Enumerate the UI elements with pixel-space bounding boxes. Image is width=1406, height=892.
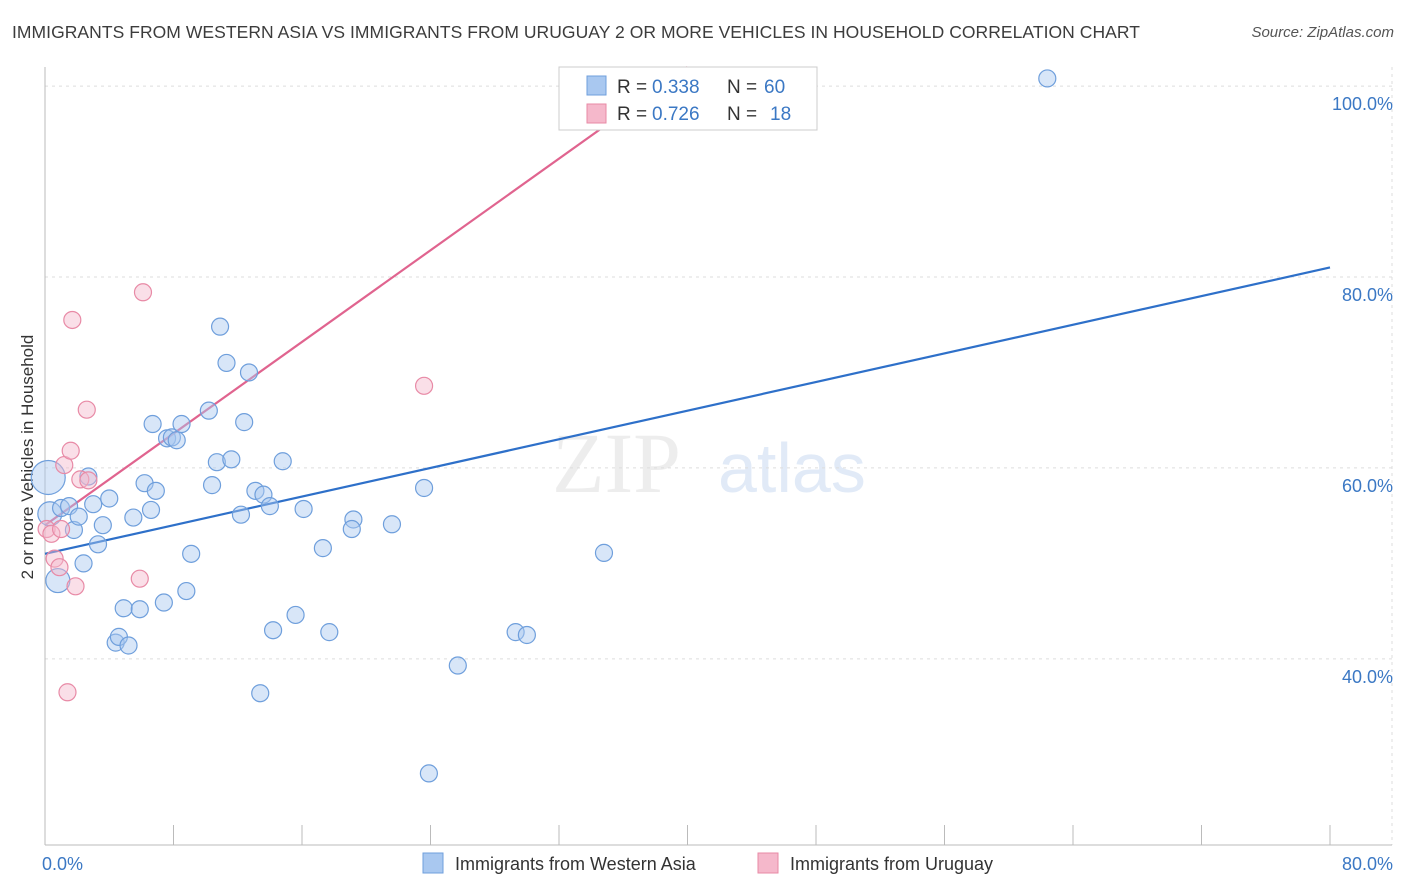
western-asia-point-7 bbox=[74, 554, 93, 573]
western-asia-point-26 bbox=[167, 431, 186, 450]
western-asia-point-12 bbox=[100, 489, 119, 508]
western-asia-point-31 bbox=[202, 476, 222, 495]
western-asia-point-11 bbox=[93, 516, 112, 535]
x-tick-label-0: 0.0% bbox=[42, 854, 83, 874]
western-asia-point-40 bbox=[251, 684, 270, 703]
uruguay-point-11 bbox=[77, 400, 96, 419]
western-asia-point-38 bbox=[239, 363, 259, 382]
trend-line-uruguay bbox=[44, 66, 689, 527]
western-asia-point-16 bbox=[119, 636, 138, 655]
y-tick-label-0: 40.0% bbox=[1342, 667, 1393, 687]
western-asia-point-43 bbox=[263, 621, 283, 640]
legend-n-label-2: N = bbox=[727, 104, 757, 125]
y-tick-label-3: 100.0% bbox=[1332, 94, 1393, 114]
western-asia-point-35 bbox=[222, 450, 241, 469]
western-asia-point-44 bbox=[273, 452, 292, 471]
legend-swatch-blue bbox=[586, 75, 607, 96]
watermark-zip: ZIP bbox=[552, 415, 681, 511]
trend-lines bbox=[44, 66, 1331, 555]
x-tick-label-1: 80.0% bbox=[1342, 854, 1393, 874]
legend-r-value-1: 0.338 bbox=[652, 77, 700, 98]
uruguay-point-7 bbox=[61, 441, 80, 460]
tick-labels: 40.0% 60.0% 80.0% 100.0% 0.0% 80.0% bbox=[42, 94, 1393, 874]
western-asia-point-22 bbox=[146, 481, 165, 500]
watermark: ZIP atlas bbox=[552, 415, 866, 511]
uruguay-point-8 bbox=[63, 310, 82, 330]
uruguay-point-13 bbox=[130, 569, 149, 588]
uruguay-point-15 bbox=[414, 376, 434, 395]
legend-r-label-1: R = bbox=[617, 77, 647, 98]
western-asia-point-27 bbox=[172, 414, 191, 434]
legend-n-value-1: 60 bbox=[764, 77, 785, 98]
western-asia-point-10 bbox=[88, 535, 108, 554]
chart-source: Source: ZipAtlas.com bbox=[1251, 24, 1394, 41]
series-legend-label-blue: Immigrants from Western Asia bbox=[455, 854, 697, 874]
uruguay-point-9 bbox=[66, 577, 85, 596]
y-tick-label-2: 80.0% bbox=[1342, 285, 1393, 305]
western-asia-point-15 bbox=[114, 599, 133, 618]
western-asia-point-42 bbox=[260, 497, 279, 516]
legend-n-value-2: 18 bbox=[770, 104, 791, 125]
western-asia-point-25 bbox=[162, 428, 181, 447]
legend-swatch-pink bbox=[586, 103, 607, 124]
western-asia-point-21 bbox=[143, 414, 162, 434]
western-asia-point-6 bbox=[69, 507, 88, 526]
legend-r-value-2: 0.726 bbox=[652, 104, 700, 125]
western-asia-point-52 bbox=[414, 478, 434, 498]
western-asia-point-56 bbox=[517, 625, 536, 645]
series-legend-swatch-pink bbox=[757, 852, 779, 874]
chart-title: IMMIGRANTS FROM WESTERN ASIA VS IMMIGRAN… bbox=[12, 22, 1140, 42]
western-asia-point-30 bbox=[199, 401, 218, 420]
axes bbox=[44, 67, 1392, 846]
uruguay-point-4 bbox=[51, 519, 71, 539]
western-asia-point-59 bbox=[1038, 69, 1057, 88]
western-asia-point-51 bbox=[382, 515, 402, 534]
western-asia-point-34 bbox=[217, 353, 236, 373]
western-asia-point-28 bbox=[177, 581, 196, 601]
western-asia-point-36 bbox=[231, 505, 251, 524]
western-asia-point-5 bbox=[64, 520, 84, 540]
western-asia-point-29 bbox=[182, 544, 201, 563]
western-asia-point-20 bbox=[141, 500, 161, 520]
uruguay-point-3 bbox=[50, 558, 69, 577]
y-axis-title: 2 or more Vehicles in Household bbox=[18, 335, 37, 580]
western-asia-point-57 bbox=[594, 543, 614, 562]
western-asia-point-50 bbox=[342, 519, 361, 539]
legend-n-label-1: N = bbox=[727, 77, 757, 98]
series-legend-label-pink: Immigrants from Uruguay bbox=[790, 854, 993, 874]
western-asia-point-55 bbox=[506, 623, 525, 642]
series-legend-swatch-blue bbox=[422, 852, 444, 874]
western-asia-point-49 bbox=[344, 510, 363, 529]
western-asia-point-18 bbox=[130, 600, 149, 619]
western-asia-point-53 bbox=[419, 764, 438, 783]
western-asia-point-54 bbox=[448, 656, 467, 675]
trend-line-western-asia bbox=[44, 266, 1331, 555]
uruguay-point-12 bbox=[79, 471, 98, 490]
western-asia-point-23 bbox=[154, 593, 173, 612]
uruguay-point-6 bbox=[58, 683, 77, 702]
y-tick-label-1: 60.0% bbox=[1342, 476, 1393, 496]
uruguay-point-2 bbox=[45, 549, 64, 568]
western-asia-point-32 bbox=[207, 453, 226, 472]
uruguay-point-14 bbox=[133, 283, 153, 302]
western-asia-point-47 bbox=[313, 539, 332, 558]
series-western-asia-points bbox=[30, 69, 1057, 783]
watermark-atlas: atlas bbox=[718, 429, 866, 507]
correlation-legend: R = 0.338 N = 60 R = 0.726 N = 18 bbox=[558, 66, 818, 131]
western-asia-point-46 bbox=[294, 499, 313, 519]
western-asia-point-48 bbox=[320, 623, 339, 642]
series-legend: Immigrants from Western Asia Immigrants … bbox=[422, 852, 993, 874]
western-asia-point-33 bbox=[210, 317, 230, 336]
uruguay-point-1 bbox=[42, 524, 61, 543]
series-uruguay-points bbox=[37, 283, 434, 702]
western-asia-point-41 bbox=[254, 485, 273, 504]
western-asia-point-45 bbox=[286, 605, 305, 625]
western-asia-point-37 bbox=[235, 413, 254, 432]
legend-r-label-2: R = bbox=[617, 104, 647, 125]
western-asia-point-17 bbox=[124, 508, 143, 527]
western-asia-point-9 bbox=[84, 495, 103, 514]
